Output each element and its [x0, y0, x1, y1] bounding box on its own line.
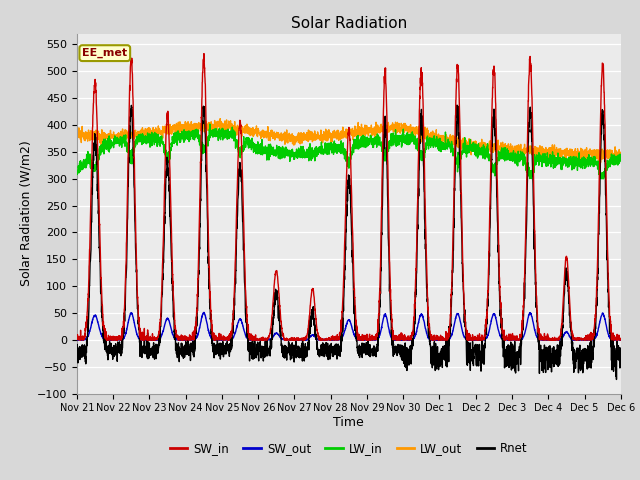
SW_out	[332, 336, 339, 342]
Line: LW_out: LW_out	[77, 119, 640, 163]
Rnet	[471, 342, 479, 348]
LW_out	[634, 160, 640, 166]
SW_out	[472, 337, 479, 343]
LW_in	[332, 141, 339, 146]
LW_in	[147, 136, 155, 142]
Rnet	[147, 348, 155, 354]
LW_out	[73, 131, 81, 136]
Line: SW_out: SW_out	[77, 312, 640, 340]
LW_out	[446, 134, 454, 140]
Rnet	[445, 333, 453, 338]
LW_in	[446, 142, 454, 148]
Line: LW_in: LW_in	[77, 124, 640, 179]
Title: Solar Radiation: Solar Radiation	[291, 16, 407, 31]
SW_in	[147, 336, 155, 342]
LW_in	[471, 152, 479, 158]
LW_in	[526, 176, 534, 181]
Rnet	[377, 291, 385, 297]
LW_in	[326, 145, 334, 151]
SW_out	[73, 337, 81, 343]
LW_out	[471, 141, 479, 147]
SW_in	[200, 51, 208, 57]
LW_in	[73, 168, 81, 174]
SW_in	[472, 334, 479, 339]
Text: EE_met: EE_met	[82, 48, 127, 58]
Rnet	[73, 350, 81, 356]
SW_in	[73, 336, 81, 342]
X-axis label: Time: Time	[333, 416, 364, 429]
LW_out	[332, 135, 339, 141]
SW_in	[377, 242, 385, 248]
SW_out	[446, 336, 454, 341]
SW_out	[327, 337, 335, 343]
Rnet	[332, 349, 339, 355]
LW_in	[377, 143, 385, 149]
SW_out	[73, 336, 81, 342]
SW_in	[327, 336, 335, 342]
SW_out	[377, 328, 385, 334]
LW_out	[326, 130, 334, 136]
Rnet	[453, 102, 461, 108]
SW_in	[74, 337, 81, 343]
Y-axis label: Solar Radiation (W/m2): Solar Radiation (W/m2)	[20, 141, 33, 287]
LW_out	[216, 116, 224, 121]
SW_out	[200, 310, 208, 315]
LW_in	[206, 121, 214, 127]
Rnet	[612, 377, 620, 383]
LW_out	[147, 129, 155, 134]
Line: Rnet: Rnet	[77, 105, 640, 380]
LW_out	[377, 128, 385, 134]
Legend: SW_in, SW_out, LW_in, LW_out, Rnet: SW_in, SW_out, LW_in, LW_out, Rnet	[165, 437, 532, 460]
SW_in	[332, 336, 339, 342]
SW_out	[147, 337, 155, 343]
SW_in	[446, 319, 454, 324]
Rnet	[326, 351, 334, 357]
Line: SW_in: SW_in	[77, 54, 640, 340]
